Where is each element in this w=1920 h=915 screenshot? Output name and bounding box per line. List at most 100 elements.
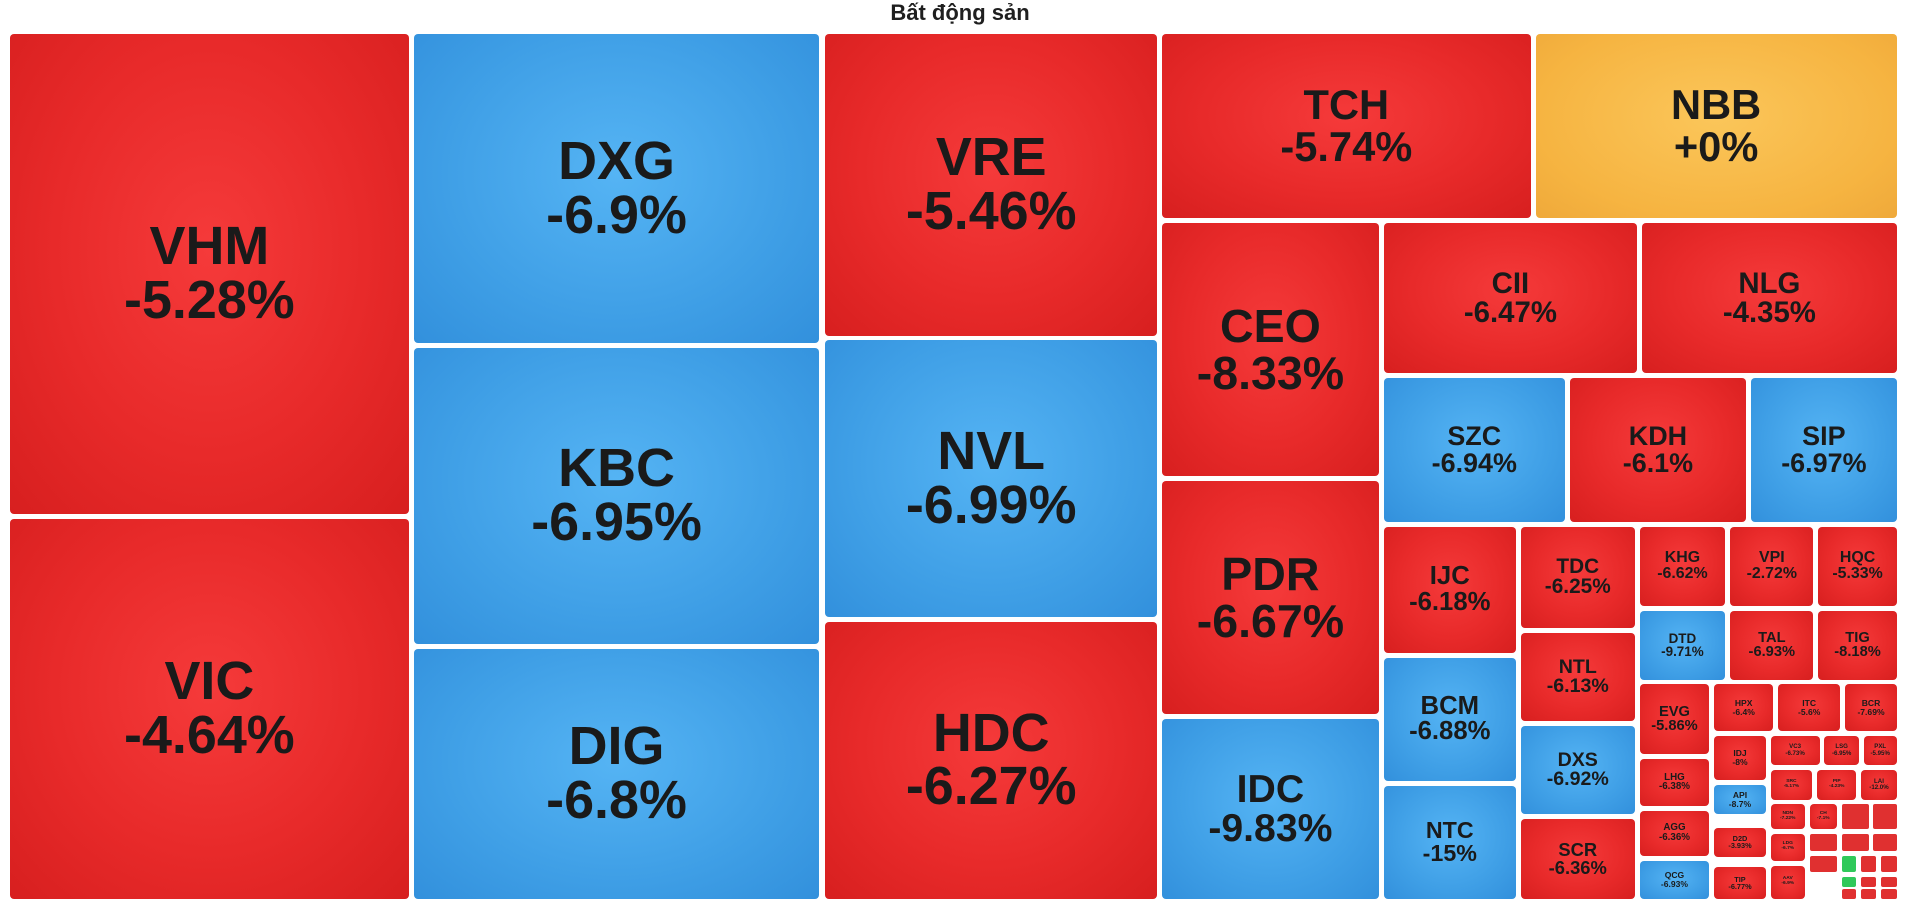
tile-khg[interactable]: KHG -6.62% [1639, 526, 1726, 607]
tile-symbol: VC3 [1789, 743, 1802, 751]
tile-qcg[interactable]: QCG -6.93% [1639, 860, 1710, 899]
tile-d2d[interactable]: D2D -3.93% [1714, 827, 1766, 858]
tile-pdr[interactable]: PDR -6.67% [1162, 481, 1379, 714]
tile-agg[interactable]: AGG -6.36% [1639, 810, 1710, 856]
tile-pip[interactable]: PIP -4.23% [1817, 770, 1857, 800]
tile-change: -5.95% [1870, 749, 1890, 757]
tile-lhg[interactable]: LHG -6.38% [1639, 759, 1710, 806]
tile-idc[interactable]: IDC -9.83% [1162, 718, 1379, 899]
tile-symbol: SRC [1786, 779, 1797, 784]
tile-cii[interactable]: CII -6.47% [1383, 222, 1638, 374]
tile-micro[interactable] [1873, 804, 1897, 829]
tile-symbol: BCM [1420, 691, 1480, 720]
tile-ch[interactable]: CH -7.1% [1809, 804, 1837, 829]
tile-symbol: SCR [1558, 838, 1598, 860]
tile-symbol: KBC [558, 438, 675, 499]
tile-tip[interactable]: TIP -6.77% [1714, 866, 1766, 899]
tile-vic[interactable]: VIC -4.64% [9, 519, 409, 899]
tile-symbol: LHG [1664, 771, 1685, 783]
tile-vre[interactable]: VRE -5.46% [825, 34, 1158, 336]
tile-symbol: DTD [1668, 630, 1697, 646]
tile-change: -6.93% [1660, 878, 1689, 889]
tile-change: -6.36% [1548, 856, 1607, 878]
tile-micro[interactable] [1809, 855, 1837, 872]
tile-hqc[interactable]: HQC -5.33% [1818, 526, 1897, 607]
tile-micro[interactable] [1841, 833, 1869, 852]
tile-symbol: DIG [568, 715, 665, 776]
tile-ntc[interactable]: NTC -15% [1383, 786, 1516, 899]
tile-tig[interactable]: TIG -8.18% [1818, 611, 1897, 680]
tile-evg[interactable]: EVG -5.86% [1639, 684, 1710, 755]
tile-micro[interactable] [1841, 855, 1857, 872]
tile-dtd[interactable]: DTD -9.71% [1639, 611, 1726, 680]
tile-bcr[interactable]: BCR -7.69% [1845, 684, 1897, 731]
tile-dxg[interactable]: DXG -6.9% [413, 34, 820, 343]
tile-change: -6.9% [546, 184, 687, 245]
tile-symbol: VIC [164, 651, 255, 712]
tile-src[interactable]: SRC -5.17% [1770, 770, 1813, 800]
tile-ldg[interactable]: LDG -6.7% [1770, 833, 1805, 861]
tile-itc[interactable]: ITC -5.6% [1777, 684, 1841, 731]
tile-ceo[interactable]: CEO -8.33% [1162, 222, 1379, 477]
tile-aav[interactable]: AAV -6.9% [1770, 865, 1805, 899]
tile-symbol: EVG [1658, 703, 1690, 720]
tile-ntl[interactable]: NTL -6.13% [1520, 633, 1635, 722]
tile-micro[interactable] [1861, 888, 1876, 899]
tile-change: -6.73% [1785, 749, 1805, 757]
tile-lai[interactable]: LAI -12.0% [1861, 770, 1897, 800]
tile-dig[interactable]: DIG -6.8% [413, 648, 820, 899]
tile-symbol: PIP [1832, 779, 1841, 784]
tile-micro[interactable] [1880, 876, 1897, 887]
tile-symbol: NDN [1782, 810, 1794, 816]
tile-dxs[interactable]: DXS -6.92% [1520, 726, 1635, 815]
tile-pxl[interactable]: PXL -5.95% [1863, 735, 1897, 766]
tile-vpi[interactable]: VPI -2.72% [1730, 526, 1814, 607]
tile-tch[interactable]: TCH -5.74% [1162, 34, 1531, 218]
tile-tdc[interactable]: TDC -6.25% [1520, 526, 1635, 629]
tile-symbol: TAL [1758, 629, 1786, 646]
tile-nvl[interactable]: NVL -6.99% [825, 340, 1158, 618]
tile-nbb[interactable]: NBB +0% [1535, 34, 1897, 218]
tile-api[interactable]: API -8.7% [1714, 784, 1766, 815]
tile-change: -5.6% [1797, 706, 1821, 717]
tile-symbol: VHM [149, 216, 270, 277]
tile-symbol: AAV [1782, 876, 1793, 882]
tile-kdh[interactable]: KDH -6.1% [1569, 378, 1747, 522]
tile-change: -6.95% [1831, 749, 1852, 757]
tile-change: -6.38% [1658, 781, 1690, 793]
tile-hpx[interactable]: HPX -6.4% [1714, 684, 1774, 731]
tile-nlg[interactable]: NLG -4.35% [1642, 222, 1897, 374]
tile-vc3[interactable]: VC3 -6.73% [1770, 735, 1820, 766]
tile-idj[interactable]: IDJ -8% [1714, 735, 1766, 780]
tile-change: -6.92% [1546, 768, 1609, 791]
tile-scr[interactable]: SCR -6.36% [1520, 819, 1635, 899]
tile-micro[interactable] [1861, 855, 1876, 872]
tile-micro[interactable] [1841, 804, 1869, 829]
tile-change: -6.67% [1196, 594, 1345, 647]
tile-change: +0% [1673, 123, 1759, 171]
tile-micro[interactable] [1880, 855, 1897, 872]
tile-ndn[interactable]: NDN -7.22% [1770, 804, 1805, 829]
tile-hdc[interactable]: HDC -6.27% [825, 622, 1158, 899]
tile-micro[interactable] [1809, 833, 1837, 852]
tile-lsg[interactable]: LSG -6.95% [1824, 735, 1859, 766]
tile-micro[interactable] [1861, 876, 1876, 887]
tile-symbol: DXG [558, 130, 675, 191]
tile-change: -6.8% [546, 769, 687, 830]
tile-change: -8.18% [1834, 644, 1881, 661]
tile-ijc[interactable]: IJC -6.18% [1383, 526, 1516, 653]
tile-micro[interactable] [1873, 833, 1897, 852]
tile-kbc[interactable]: KBC -6.95% [413, 347, 820, 645]
tile-micro[interactable] [1841, 876, 1857, 887]
tile-micro[interactable] [1841, 888, 1857, 899]
tile-symbol: VRE [935, 127, 1047, 188]
tile-vhm[interactable]: VHM -5.28% [9, 34, 409, 515]
tile-tal[interactable]: TAL -6.93% [1730, 611, 1814, 680]
tile-szc[interactable]: SZC -6.94% [1383, 378, 1565, 522]
chart-title: Bất động sản [890, 0, 1030, 25]
tile-bcm[interactable]: BCM -6.88% [1383, 657, 1516, 782]
tile-symbol: KHG [1664, 549, 1701, 567]
tile-sip[interactable]: SIP -6.97% [1751, 378, 1897, 522]
tile-micro[interactable] [1880, 888, 1897, 899]
